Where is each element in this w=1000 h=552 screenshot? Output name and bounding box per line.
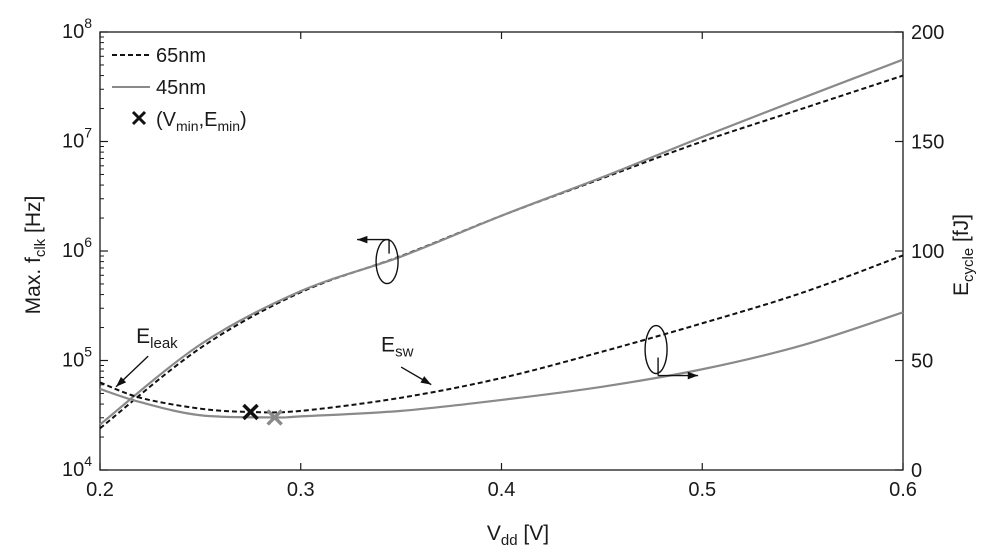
y-left-tick-label: 104 [62,453,92,481]
y-left-tick-label: 108 [62,15,92,43]
plot-border [99,31,904,471]
ellipse-right-axis [644,324,668,375]
arrow-left-axis [357,235,390,244]
minimum-markers [242,403,283,426]
y-axis-right-title-main: E [950,282,973,296]
arrow-right-axis [658,371,699,380]
minimum-marker-45nm [266,409,283,426]
y-axis-right-title-sub: cycle [960,248,977,282]
y-axis-left-title-unit: [Hz] [22,196,45,239]
x-axis-title-main: V [487,522,501,545]
y-left-tick-label: 106 [62,234,92,262]
annotation-e-leak: Eleak [136,325,178,352]
legend-min-open: (V [156,109,177,131]
legend-marker-x [131,110,147,126]
x-axis: 0.2 0.3 0.4 0.5 0.6 [86,32,917,501]
legend-min-close: ) [240,109,247,131]
x-tick-label: 0.6 [889,479,917,501]
legend-min-sub1: min [176,118,199,134]
legend-label-45nm: 45nm [156,77,206,99]
y-right-tick-label: 150 [911,132,944,154]
y-axis-right-title-unit: [fJ] [950,214,973,248]
x-tick-label: 0.4 [488,479,516,501]
annotation-e-sw: Esw [381,334,414,361]
y-right-tick-label: 0 [911,460,922,482]
y-axis-right: 0 50 100 150 200 [895,22,944,482]
y-left-tick-label: 107 [62,125,92,153]
legend-min-sub2: min [217,118,240,134]
x-tick-label: 0.5 [688,479,716,501]
x-tick-label: 0.3 [287,479,315,501]
plot-frame [99,31,904,471]
series-layer [99,58,904,430]
legend: 65nm 45nm (Vmin,Emin) [112,45,247,134]
legend-label-65nm: 65nm [156,45,206,67]
y-axis-left: 104 105 106 107 108 [62,15,108,481]
series-line-65nm-right [99,254,904,414]
arrow-e-sw [400,366,432,386]
arrow-e-leak [115,355,149,388]
y-left-tick-label: 105 [62,344,92,372]
x-axis-title-sub: dd [501,532,518,549]
y-axis-right-title: Ecycle [fJ] [950,214,977,296]
series-line-45nm-left [99,58,904,426]
x-tick-label: 0.2 [86,479,114,501]
y-axis-left-title-sub: clk [32,238,49,257]
legend-label-minimum: (Vmin,Emin) [156,109,247,134]
y-right-tick-label: 50 [911,351,933,373]
legend-min-mid: ,E [199,109,218,131]
minimum-marker-65nm [242,403,259,421]
y-axis-left-title: Max. fclk [Hz] [22,196,49,315]
x-axis-title: Vdd [V] [487,522,549,549]
y-right-tick-label: 100 [911,241,944,263]
y-axis-left-title-main: Max. f [22,257,45,314]
y-right-tick-label: 200 [911,22,944,44]
x-axis-title-unit: [V] [518,522,550,545]
series-line-45nm-right [99,311,904,419]
annotations: Eleak Esw [115,235,699,388]
